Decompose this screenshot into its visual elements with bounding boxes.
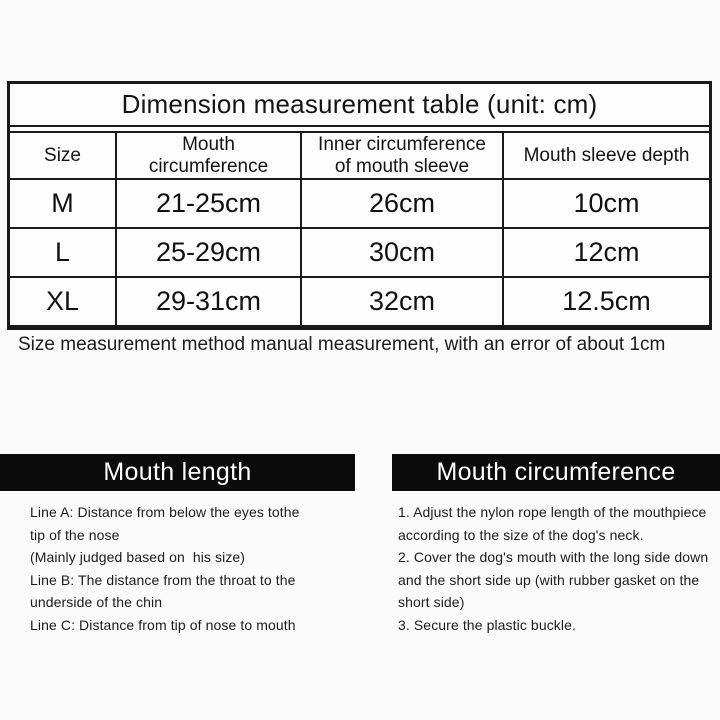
table-row-xl: XL 29-31cm 32cm 12.5cm: [10, 276, 709, 325]
inner-circumference-cell: 32cm: [300, 276, 502, 325]
mouth-circumference-cell: 21-25cm: [115, 178, 300, 227]
instruction-line: short side): [398, 594, 465, 611]
size-cell: XL: [10, 276, 115, 325]
instruction-line: 1. Adjust the nylon rope length of the m…: [398, 504, 707, 520]
mouth-circumference-cell: 29-31cm: [115, 276, 300, 325]
mouth-circumference-header-label: Mouth circumference: [436, 458, 676, 486]
instruction-line: underside of the chin: [30, 594, 163, 611]
table-row-l: L 25-29cm 30cm 12cm: [10, 227, 709, 276]
sleeve-depth-cell: 12.5cm: [502, 276, 709, 325]
mouth-length-instructions: Line A: Distance from below the eyes tot…: [30, 501, 370, 637]
header-size: Size: [44, 144, 81, 166]
inner-circumference-cell: 26cm: [300, 178, 502, 227]
sleeve-depth-cell: 12cm: [502, 227, 709, 276]
inner-circumference-cell: 30cm: [300, 227, 502, 276]
table-double-rule: [10, 127, 709, 133]
table-header-row: Size Mouth circumference Inner circumfer…: [10, 133, 709, 178]
size-cell: M: [10, 178, 115, 227]
mouth-length-header-label: Mouth length: [103, 458, 252, 486]
instruction-line: 3. Secure the plastic buckle.: [398, 616, 576, 633]
sleeve-depth-cell: 10cm: [502, 178, 709, 227]
header-mouth-circumference: Mouth circumference: [115, 133, 300, 178]
mouth-circumference-cell: 25-29cm: [115, 227, 300, 276]
instruction-line: according to the size of the dog's neck.: [398, 526, 644, 543]
table-title: Dimension measurement table (unit: cm): [10, 84, 709, 127]
mouth-length-header-bar: Mouth length: [0, 454, 355, 491]
header-sleeve-depth: Mouth sleeve depth: [502, 133, 709, 178]
instruction-line: Line B: The distance from the throat to …: [30, 571, 296, 588]
instruction-line: Line C: Distance from tip of nose to mou…: [30, 616, 296, 633]
mouth-circumference-header-bar: Mouth circumference: [392, 454, 720, 491]
instruction-line: (Mainly judged based on his size): [30, 549, 246, 566]
mouth-circumference-instructions: 1. Adjust the nylon rope length of the m…: [398, 501, 716, 637]
size-cell: L: [10, 227, 115, 276]
dimension-table: Dimension measurement table (unit: cm) S…: [7, 81, 712, 330]
header-inner-circumference: Inner circumference of mouth sleeve: [300, 133, 502, 178]
instruction-line: and the short side up (with rubber gaske…: [398, 571, 700, 588]
instruction-line: 2. Cover the dog's mouth with the long s…: [398, 549, 709, 566]
table-row-m: M 21-25cm 26cm 10cm: [10, 178, 709, 227]
instruction-line: Line A: Distance from below the eyes tot…: [30, 504, 300, 520]
measurement-error-note: Size measurement method manual measureme…: [18, 334, 666, 355]
instruction-line: tip of the nose: [30, 526, 120, 543]
